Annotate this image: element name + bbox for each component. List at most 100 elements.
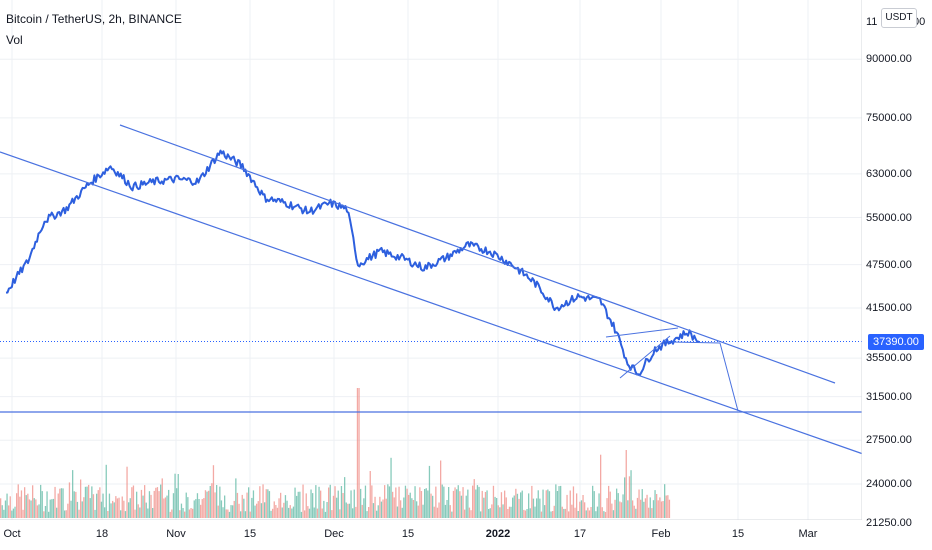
volume-bar — [425, 488, 427, 518]
volume-bar — [264, 502, 266, 518]
volume-bar — [462, 487, 464, 518]
volume-bar — [166, 495, 168, 518]
volume-bar — [75, 491, 77, 518]
volume-bar — [590, 507, 592, 518]
volume-bar — [484, 492, 487, 518]
volume-bar — [604, 512, 607, 518]
volume-bar — [507, 509, 509, 518]
volume-bar — [464, 509, 466, 518]
volume-bar — [163, 498, 165, 518]
volume-bar — [72, 470, 74, 518]
volume-bar — [224, 495, 226, 518]
currency-button[interactable]: USDT — [881, 8, 917, 28]
volume-bar — [646, 494, 648, 518]
volume-bar — [465, 495, 467, 518]
volume-bar — [561, 506, 563, 518]
volume-bar — [470, 510, 472, 518]
projection-horizontal — [671, 341, 721, 344]
volume-bar — [385, 498, 387, 518]
volume-bar — [129, 498, 131, 518]
x-tick-label: Mar — [798, 528, 818, 540]
volume-bar — [336, 497, 338, 518]
volume-bar — [531, 485, 533, 518]
volume-bar — [350, 490, 352, 518]
volume-bar — [526, 509, 528, 518]
volume-bar — [606, 498, 608, 518]
volume-bar — [588, 510, 591, 518]
volume-bar — [380, 501, 383, 518]
volume-bar — [662, 501, 664, 518]
volume-bar — [409, 492, 411, 518]
volume-bar — [401, 507, 403, 518]
volume-bar — [611, 503, 613, 518]
volume-bar — [152, 508, 154, 518]
volume-bar — [560, 485, 562, 518]
x-tick-label: 15 — [731, 528, 745, 540]
volume-bar — [280, 492, 282, 518]
volume-bar — [99, 487, 101, 518]
volume-bar — [25, 495, 27, 518]
volume-bar — [238, 503, 240, 518]
volume-bar — [284, 495, 287, 518]
volume-bar — [608, 485, 610, 518]
volume-bar — [616, 488, 618, 518]
volume-bar — [180, 503, 183, 518]
volume-bar — [73, 491, 75, 518]
time-axis[interactable] — [0, 520, 932, 550]
volume-bar — [44, 506, 47, 518]
volume-bar — [43, 511, 45, 518]
volume-bar — [332, 495, 335, 518]
volume-bar — [542, 489, 544, 518]
volume-bar — [324, 511, 327, 518]
volume-bar — [553, 505, 555, 518]
volume-bar — [126, 466, 128, 518]
volume-bar — [497, 505, 499, 518]
volume-bar — [251, 497, 253, 518]
volume-bar — [326, 502, 328, 518]
volume-bar — [56, 507, 58, 518]
volume-bar — [243, 498, 245, 518]
volume-bar — [212, 465, 215, 518]
y-tick-label: 35500.00 — [866, 352, 912, 365]
volume-bar — [80, 479, 82, 518]
volume-bar — [427, 490, 429, 518]
volume-bar — [49, 499, 51, 518]
volume-bar — [57, 493, 59, 518]
volume-bar — [475, 489, 477, 518]
volume-bar — [635, 508, 637, 518]
volume-bar — [249, 511, 251, 518]
volume-bar — [291, 508, 293, 518]
volume-bar — [371, 485, 373, 518]
volume-bar — [9, 496, 11, 518]
volume-bar — [232, 505, 234, 518]
volume-bar — [52, 498, 55, 518]
volume-bar — [262, 484, 264, 518]
volume-bar — [304, 510, 306, 518]
volume-bar — [17, 484, 19, 518]
volume-bar — [140, 489, 143, 518]
volume-bar — [222, 507, 224, 518]
volume-bar — [547, 489, 549, 518]
volume-bar — [88, 484, 90, 518]
volume-bar — [60, 488, 63, 518]
volume-bar — [275, 505, 277, 518]
volume-bar — [382, 499, 384, 518]
volume-bar — [273, 501, 275, 518]
volume-bar — [486, 490, 488, 518]
volume-bar — [356, 388, 359, 518]
volume-bar — [286, 500, 288, 518]
volume-bar — [35, 499, 37, 518]
volume-bar — [441, 484, 443, 518]
volume-bar — [233, 500, 235, 518]
volume-bar — [318, 486, 320, 518]
volume-bar — [480, 511, 482, 518]
volume-bar — [257, 501, 259, 518]
price-axis[interactable] — [862, 0, 932, 520]
volume-bar — [644, 498, 647, 518]
volume-bar — [259, 486, 261, 518]
volume-bar — [521, 490, 523, 518]
volume-bar — [537, 490, 539, 518]
volume-bar — [91, 486, 93, 518]
volume-bar — [294, 487, 296, 518]
